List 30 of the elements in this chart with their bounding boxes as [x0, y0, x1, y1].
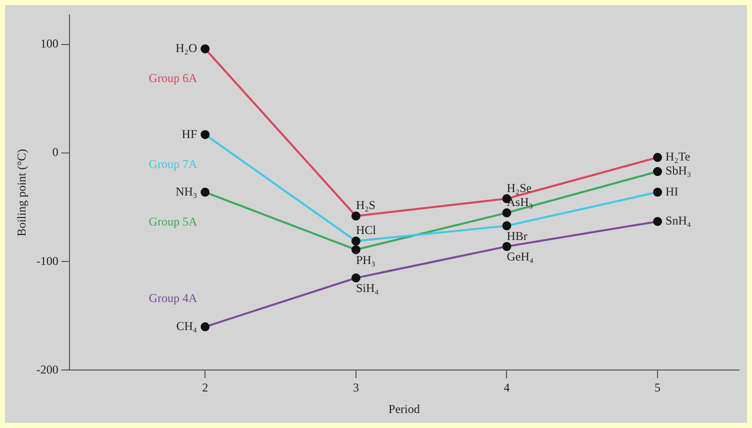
series-label: Group 7A	[148, 156, 198, 171]
annotation: HF	[182, 126, 198, 141]
annotation: H₂Te	[666, 150, 690, 164]
x-tick-label: 2	[202, 380, 208, 395]
annotation: HCl	[356, 223, 377, 238]
y-axis-title: Boiling point (°C)	[14, 148, 28, 236]
annotation: H₂Se	[506, 180, 532, 195]
annotation: CH₄	[176, 318, 198, 333]
y-tick-label: 0	[52, 145, 58, 160]
series-label: Group 6A	[148, 71, 198, 86]
x-axis-title: Period	[388, 402, 420, 416]
x-tick-label: 4	[504, 380, 510, 395]
annotation: GeH₄	[506, 250, 534, 264]
annotation: HI	[666, 184, 678, 198]
annotation: HBr	[506, 228, 528, 243]
annotation: NH₃	[176, 184, 198, 198]
annotation: H₂O	[176, 41, 198, 56]
series-label: Group 5A	[148, 214, 198, 228]
x-tick-label: 3	[352, 380, 359, 395]
y-tick-label: -200	[36, 362, 58, 376]
series-label: Group 4A	[148, 290, 198, 305]
annotation: SbH₃	[666, 164, 692, 178]
annotation: SnH₄	[666, 214, 692, 228]
annotation: H₂S	[356, 198, 376, 212]
y-tick-label: -100	[36, 254, 58, 268]
annotation: PH₃	[356, 252, 376, 267]
x-tick-label: 5	[654, 380, 661, 395]
y-tick-label: 100	[40, 36, 58, 51]
annotation: SiH₄	[356, 281, 379, 296]
annotation: AsH₃	[506, 194, 533, 209]
